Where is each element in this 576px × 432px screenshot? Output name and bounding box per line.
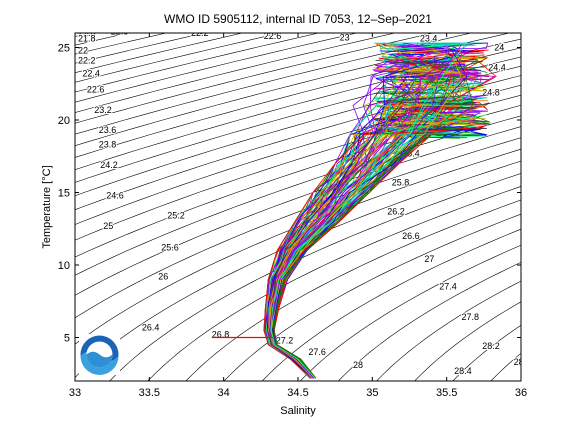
isopycnal-label: 22.8 xyxy=(111,27,129,37)
profile-series xyxy=(271,107,488,379)
isopycnal-line xyxy=(376,280,521,381)
isopycnal-label: 26.4 xyxy=(142,322,160,332)
isopycnal-line xyxy=(337,262,521,381)
x-tick-label: 33 xyxy=(69,387,81,399)
isopycnal-label: 22.2 xyxy=(78,56,96,66)
x-tick-label: 35.5 xyxy=(436,387,457,399)
isopycnal-label: 24.2 xyxy=(100,160,118,170)
profile-series xyxy=(269,57,483,379)
y-axis-ticks: 5 10 15 20 25 xyxy=(58,43,521,345)
profile-series xyxy=(271,122,464,379)
profile-series xyxy=(270,42,474,379)
noaa-logo-icon: NOAA xyxy=(79,334,120,376)
isopycnal-line xyxy=(75,33,473,135)
x-axis-ticks: 33 33.5 34 34.5 35 35.5 36 xyxy=(69,33,527,399)
isopycnal-line xyxy=(414,301,521,381)
isopycnal-label: 28.6 xyxy=(514,357,532,367)
y-tick-label: 5 xyxy=(64,333,70,345)
isopycnal-line xyxy=(185,199,521,381)
isopycnal-line xyxy=(75,65,521,197)
isopycnal-label: 22.6 xyxy=(264,31,282,41)
isopycnal-line xyxy=(75,104,521,258)
isopycnal-label: 27.8 xyxy=(462,312,480,322)
profile-series xyxy=(266,46,485,379)
isopycnal-label: 21.6 xyxy=(78,28,96,38)
isopycnal-label: 28 xyxy=(353,360,363,370)
isopycnal-label: 26 xyxy=(158,272,168,282)
isopycnal-label: 25.6 xyxy=(161,243,179,253)
isopycnal-label: 21.8 xyxy=(78,34,96,44)
isopycnal-line xyxy=(506,4,576,410)
isopycnal-line xyxy=(75,115,521,276)
isopycnal-line xyxy=(147,186,521,381)
isopycnal-line xyxy=(75,75,521,211)
isopycnal-label: 26.6 xyxy=(402,231,420,241)
isopycnal-line xyxy=(75,84,521,225)
isopycnal-label: 22.2 xyxy=(191,28,209,38)
isopycnal-label: 23.6 xyxy=(99,125,117,135)
x-axis-label: Salinity xyxy=(280,405,316,417)
isopycnal-label: 22 xyxy=(78,45,88,55)
y-tick-label: 15 xyxy=(58,188,70,200)
profile-series xyxy=(270,49,462,379)
isopycnal-line xyxy=(452,324,521,381)
isopycnal-line xyxy=(75,94,521,241)
isopycnal-line xyxy=(75,33,282,83)
y-tick-label: 25 xyxy=(58,43,70,55)
isopycnal-line xyxy=(544,4,576,410)
profile-series xyxy=(268,44,463,379)
isopycnal-label: 25.8 xyxy=(392,177,410,187)
isopycnal-line xyxy=(299,244,521,381)
chart-title: WMO ID 5905112, internal ID 7053, 12–Sep… xyxy=(164,12,432,26)
isopycnal-label: 27.4 xyxy=(439,282,457,292)
isopycnal-line xyxy=(75,126,521,296)
isopycnal-label: 24.6 xyxy=(106,190,124,200)
isopycnal-line xyxy=(75,33,244,74)
isopycnal-line xyxy=(75,33,359,103)
profile-series xyxy=(273,74,466,379)
isopycnal-label: 22.4 xyxy=(82,69,100,79)
isopycnal-label: 23 xyxy=(340,32,350,42)
x-tick-label: 34 xyxy=(218,387,230,399)
x-tick-label: 33.5 xyxy=(139,387,160,399)
profile-series xyxy=(266,94,482,379)
y-tick-label: 10 xyxy=(58,260,70,272)
isopycnal-label: 27 xyxy=(424,254,434,264)
isopycnal-line xyxy=(109,173,521,381)
profile-series xyxy=(268,62,422,379)
isopycnal-line xyxy=(75,33,511,146)
isopycnal-label: 25 xyxy=(103,221,113,231)
isopycnal-line xyxy=(75,33,435,124)
isopycnal-label: 27.2 xyxy=(276,335,294,345)
isopycnal-label: 23.2 xyxy=(94,105,112,115)
x-tick-label: 35 xyxy=(366,387,378,399)
isopycnal-label: 26.2 xyxy=(387,206,405,216)
isopycnal-label: 24 xyxy=(494,42,504,52)
noaa-logo-text: NOAA xyxy=(91,347,109,353)
y-tick-label: 20 xyxy=(58,115,70,127)
isopycnal-label: 28.4 xyxy=(454,366,472,376)
isopycnal-label: 27.6 xyxy=(308,347,326,357)
isopycnal-label: 23.4 xyxy=(420,34,438,44)
isopycnal-label: 24.4 xyxy=(488,63,506,73)
isopycnal-label: 23.8 xyxy=(99,140,117,150)
isopycnal-label: 28.2 xyxy=(482,341,500,351)
isopycnal-label: 25.2 xyxy=(167,211,185,221)
x-tick-label: 36 xyxy=(515,387,527,399)
isopycnal-line xyxy=(261,228,521,381)
isopycnal-label: 22.6 xyxy=(87,85,105,95)
y-axis-label: Temperature [°C] xyxy=(41,165,53,248)
isopycnal-line xyxy=(75,33,397,113)
isopycnal-line xyxy=(75,33,320,93)
x-tick-label: 34.5 xyxy=(287,387,308,399)
